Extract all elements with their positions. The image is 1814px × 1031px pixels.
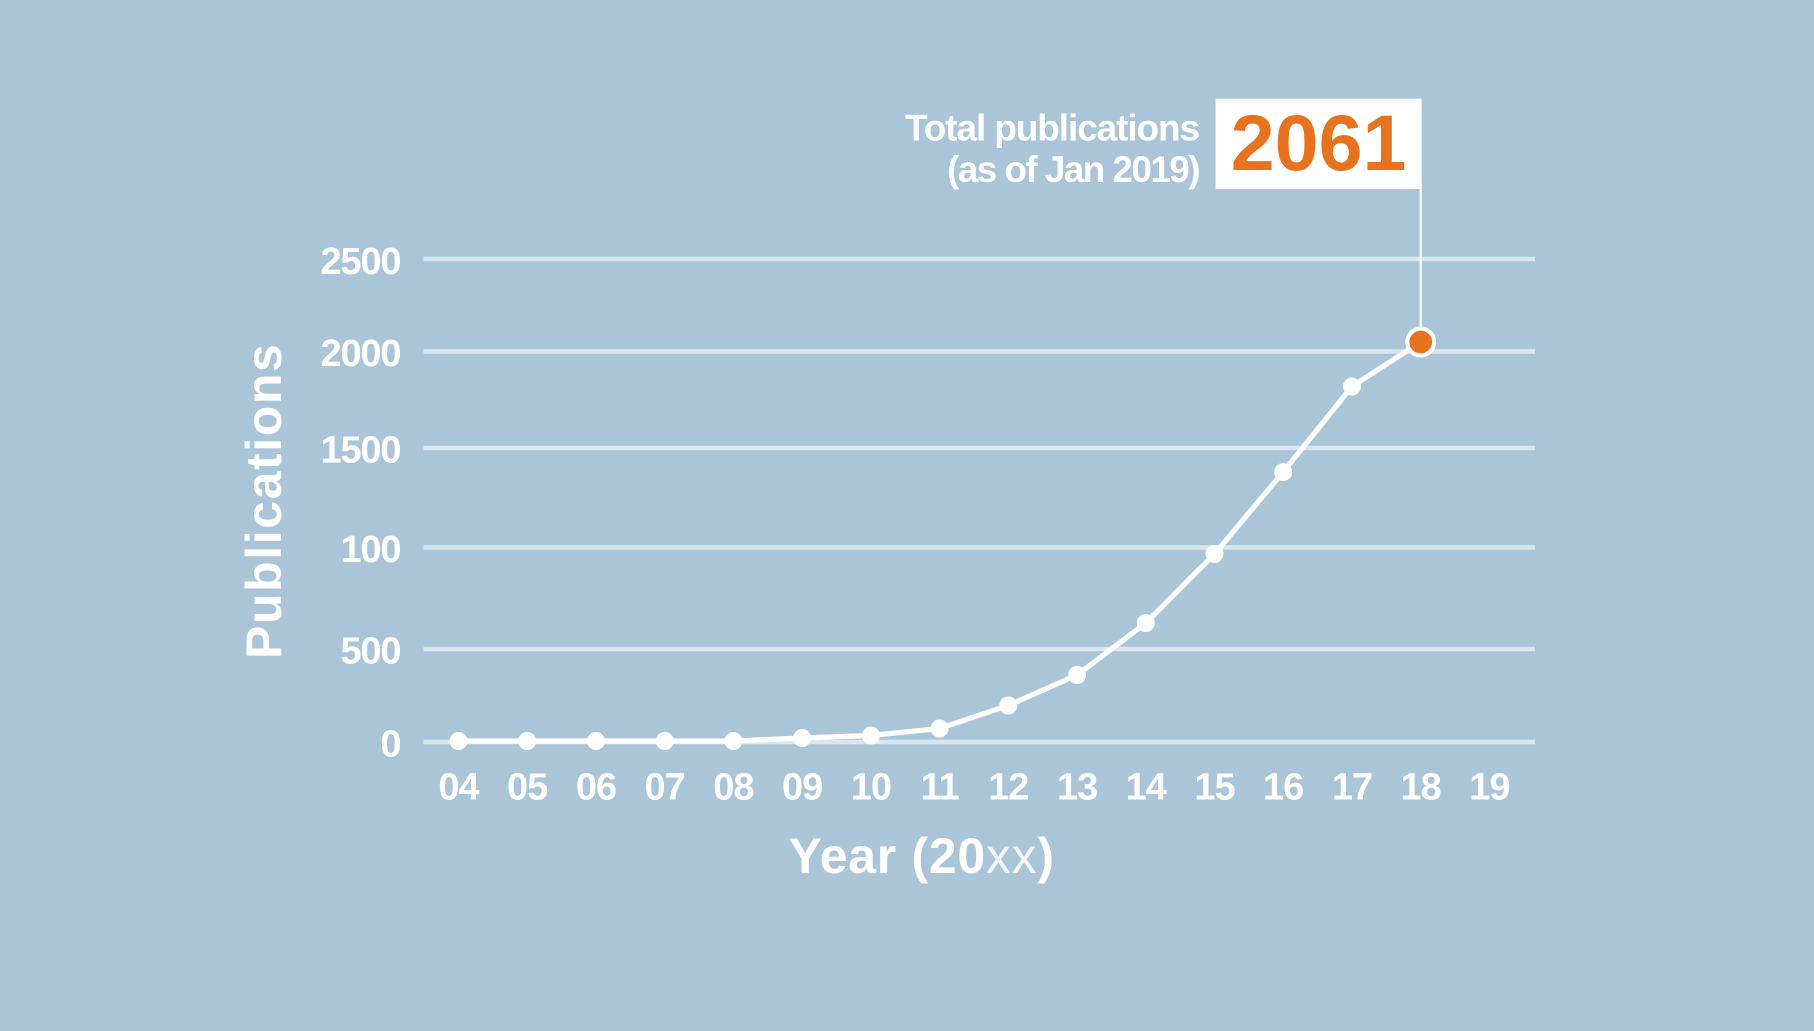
svg-text:04: 04 bbox=[438, 767, 479, 809]
svg-text:06: 06 bbox=[576, 767, 616, 809]
svg-text:100: 100 bbox=[340, 529, 400, 571]
svg-text:05: 05 bbox=[507, 767, 548, 809]
svg-text:08: 08 bbox=[713, 767, 753, 809]
svg-text:(as of Jan 2019): (as of Jan 2019) bbox=[947, 149, 1199, 190]
svg-text:2000: 2000 bbox=[321, 333, 401, 375]
svg-text:15: 15 bbox=[1194, 767, 1235, 809]
svg-text:0: 0 bbox=[380, 724, 400, 766]
svg-text:500: 500 bbox=[340, 631, 400, 673]
svg-text:19: 19 bbox=[1469, 767, 1509, 809]
svg-text:07: 07 bbox=[645, 767, 685, 809]
svg-text:16: 16 bbox=[1263, 767, 1303, 809]
svg-text:Publications: Publications bbox=[236, 343, 292, 659]
svg-text:18: 18 bbox=[1401, 767, 1441, 809]
svg-text:12: 12 bbox=[988, 767, 1028, 809]
svg-text:17: 17 bbox=[1332, 767, 1372, 809]
svg-text:13: 13 bbox=[1057, 767, 1097, 809]
svg-text:09: 09 bbox=[782, 767, 822, 809]
svg-text:Total publications: Total publications bbox=[905, 108, 1200, 149]
svg-text:1500: 1500 bbox=[321, 430, 401, 472]
svg-text:11: 11 bbox=[921, 767, 960, 809]
svg-text:14: 14 bbox=[1126, 767, 1167, 809]
svg-text:2061: 2061 bbox=[1231, 98, 1407, 187]
svg-text:10: 10 bbox=[851, 767, 891, 809]
svg-text:Year (20xx): Year (20xx) bbox=[789, 828, 1055, 884]
svg-text:2500: 2500 bbox=[321, 241, 401, 283]
